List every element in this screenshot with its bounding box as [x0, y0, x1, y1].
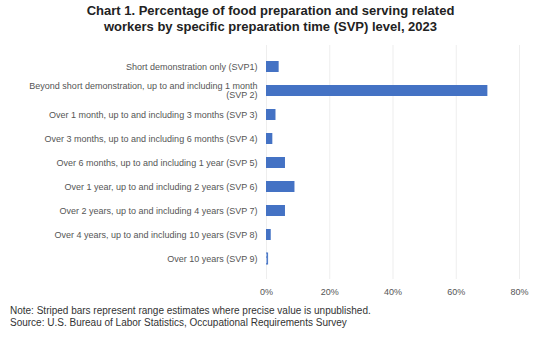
- svg-text:Over 1 month, up to and includ: Over 1 month, up to and including 3 mont…: [49, 110, 257, 120]
- svg-text:Beyond short demonstration, up: Beyond short demonstration, up to and in…: [29, 81, 257, 100]
- html-text:Note: Striped bars represent r: Note: Striped bars represent range estim…: [10, 305, 371, 328]
- svg-text:40%: 40%: [384, 287, 402, 297]
- svg-text:80%: 80%: [510, 287, 528, 297]
- svg-text:Over 1 year, up to and includi: Over 1 year, up to and including 2 years…: [65, 182, 258, 192]
- svg-text:60%: 60%: [447, 287, 465, 297]
- svg-text:20%: 20%: [321, 287, 339, 297]
- svg-text:Over 2 years, up to and includ: Over 2 years, up to and including 4 year…: [60, 206, 258, 216]
- svg-text:Over 4 years, up to and includ: Over 4 years, up to and including 10 yea…: [55, 230, 258, 240]
- svg-text:Over 3 months, up to and inclu: Over 3 months, up to and including 6 mon…: [45, 134, 258, 144]
- html-text:Chart 1. Percentage of food pr: Chart 1. Percentage of food preparation …: [86, 3, 455, 34]
- svg-text:0%: 0%: [260, 287, 273, 297]
- svg-text:Short demonstration only (SVP1: Short demonstration only (SVP1): [126, 62, 258, 72]
- svg-text:Over 6 months, up to and inclu: Over 6 months, up to and including 1 yea…: [57, 158, 258, 168]
- svg-text:Over 10 years (SVP 9): Over 10 years (SVP 9): [167, 254, 257, 264]
